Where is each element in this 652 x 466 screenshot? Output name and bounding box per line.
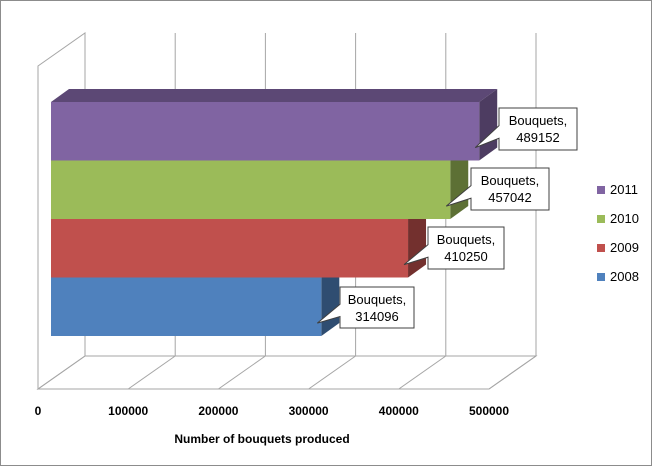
x-tick-label: 500000	[469, 404, 509, 418]
floor	[36, 355, 538, 390]
floor-gridline	[308, 355, 356, 390]
floor-gridline	[218, 355, 266, 390]
x-tick-label: 0	[35, 404, 42, 418]
data-label-2008: Bouquets, 314096	[316, 286, 415, 329]
bar-2010	[51, 147, 469, 219]
floor-gridline	[488, 355, 537, 390]
data-label-category: Bouquets,	[481, 173, 540, 188]
data-label-2011: Bouquets, 489152	[474, 107, 578, 151]
data-label-category: Bouquets,	[509, 113, 568, 128]
legend: 2011 2010 2009 2008	[597, 182, 639, 284]
x-axis-tick-labels: 0 100000 200000 300000 400000 500000	[35, 404, 510, 418]
legend-label: 2010	[610, 211, 639, 226]
data-label-value: 457042	[488, 190, 531, 205]
callout-box	[445, 167, 550, 211]
data-label-2009: Bouquets, 410250	[403, 226, 505, 270]
data-label-value: 314096	[355, 309, 398, 324]
bar-series-group: Bouquets, 314096 Bouquets, 410250 Bouquets, 4…	[51, 89, 578, 336]
legend-label: 2008	[610, 269, 639, 284]
bar-front-face	[51, 277, 322, 336]
bar-front-face	[51, 160, 451, 219]
x-tick-label: 400000	[379, 404, 419, 418]
legend-swatch	[597, 215, 605, 223]
x-tick-label: 200000	[198, 404, 238, 418]
data-label-value: 489152	[516, 130, 559, 145]
data-label-value: 410250	[444, 249, 487, 264]
legend-swatch	[597, 244, 605, 252]
floor-gridline	[398, 355, 447, 390]
legend-swatch	[597, 186, 605, 194]
callout-box	[316, 286, 415, 329]
data-label-category: Bouquets,	[348, 292, 407, 307]
legend-label: 2009	[610, 240, 639, 255]
data-label-2010: Bouquets, 457042	[445, 167, 550, 211]
legend-entry-2008: 2008	[597, 269, 639, 284]
x-tick-label: 100000	[108, 404, 148, 418]
bar-front-face	[51, 219, 409, 278]
x-axis-title: Number of bouquets produced	[174, 432, 349, 446]
bar-front-face	[51, 102, 480, 161]
bar-top-face	[51, 89, 498, 102]
legend-swatch	[597, 273, 605, 281]
x-tick-label: 300000	[289, 404, 329, 418]
legend-label: 2011	[610, 182, 638, 197]
bar-2011	[51, 89, 498, 161]
legend-entry-2009: 2009	[597, 240, 639, 255]
legend-entry-2010: 2010	[597, 211, 639, 226]
floor-gridline	[127, 355, 176, 390]
legend-entry-2011: 2011	[597, 182, 638, 197]
data-label-category: Bouquets,	[437, 232, 496, 247]
callout-box	[474, 107, 578, 151]
callout-box	[403, 226, 505, 270]
